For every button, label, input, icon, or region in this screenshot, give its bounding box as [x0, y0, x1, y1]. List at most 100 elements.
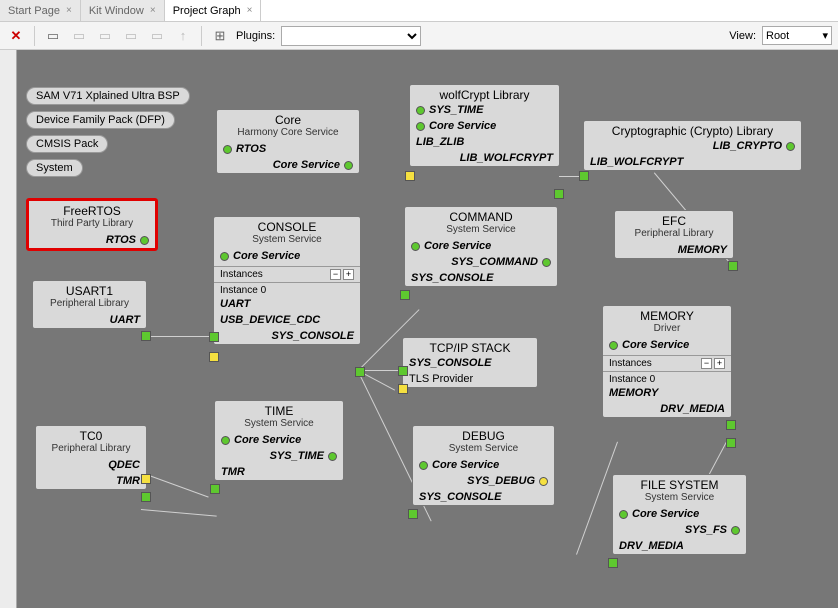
- toolbar-btn[interactable]: ⊞: [210, 26, 230, 46]
- node-tc0[interactable]: TC0 Peripheral Library QDEC TMR: [35, 425, 147, 490]
- port-square: [726, 420, 736, 430]
- node-time[interactable]: TIME System Service Core Service SYS_TIM…: [214, 400, 344, 481]
- port-label: DRV_MEDIA: [619, 540, 684, 552]
- port-label: TLS Provider: [409, 373, 473, 385]
- plugins-select[interactable]: [281, 26, 421, 46]
- chevron-down-icon: ▾: [822, 29, 828, 42]
- node-title: MEMORY: [603, 306, 731, 323]
- tab-bar: Start Page × Kit Window × Project Graph×: [0, 0, 838, 22]
- instance0-label: Instance 0: [220, 285, 266, 296]
- node-core[interactable]: Core Harmony Core Service RTOS Core Serv…: [216, 109, 360, 174]
- instances-label: Instances: [220, 269, 263, 280]
- port-label: LIB_CRYPTO: [713, 140, 782, 152]
- node-subtitle: Third Party Library: [29, 218, 155, 232]
- node-title: TCP/IP STACK: [403, 338, 537, 355]
- node-title: TC0: [36, 426, 146, 443]
- node-usart1[interactable]: USART1 Peripheral Library UART: [32, 280, 147, 329]
- port-dot: [609, 341, 618, 350]
- node-command[interactable]: COMMAND System Service Core Service SYS_…: [404, 206, 558, 287]
- node-subtitle: System Service: [613, 492, 746, 506]
- port-label: Core Service: [632, 508, 699, 520]
- port-label: SYS_CONSOLE: [411, 272, 494, 284]
- port-square: [408, 509, 418, 519]
- pill-cmsis[interactable]: CMSIS Pack: [26, 135, 108, 153]
- port-dot: [140, 236, 149, 245]
- node-title: Core: [217, 110, 359, 127]
- node-freertos[interactable]: FreeRTOS Third Party Library RTOS: [26, 198, 158, 251]
- node-debug[interactable]: DEBUG System Service Core Service SYS_DE…: [412, 425, 555, 506]
- tab-start-page[interactable]: Start Page ×: [0, 0, 81, 21]
- port-label: LIB_WOLFCRYPT: [460, 152, 553, 164]
- node-efc[interactable]: EFC Peripheral Library MEMORY: [614, 210, 734, 259]
- node-tcpip[interactable]: TCP/IP STACK SYS_CONSOLE TLS Provider: [402, 337, 538, 388]
- delete-icon[interactable]: ✕: [6, 26, 26, 46]
- port-label: UART: [220, 298, 250, 310]
- close-icon[interactable]: ×: [247, 5, 253, 16]
- minus-icon[interactable]: −: [330, 269, 341, 280]
- port-label: SYS_CONSOLE: [409, 357, 492, 369]
- port-dot: [416, 122, 425, 131]
- close-icon[interactable]: ×: [66, 5, 72, 16]
- node-title: EFC: [615, 211, 733, 228]
- view-label: View:: [729, 30, 756, 42]
- port-dot: [411, 242, 420, 251]
- pill-dfp[interactable]: Device Family Pack (DFP): [26, 111, 175, 129]
- port-label: Core Service: [424, 240, 491, 252]
- node-console[interactable]: CONSOLE System Service Core Service Inst…: [213, 216, 361, 345]
- graph-canvas[interactable]: SAM V71 Xplained Ultra BSP Device Family…: [0, 50, 838, 608]
- tab-kit-window[interactable]: Kit Window ×: [81, 0, 165, 21]
- node-title: wolfCrypt Library: [410, 85, 559, 102]
- port-dot: [221, 436, 230, 445]
- port-label: Core Service: [233, 250, 300, 262]
- port-dot: [223, 145, 232, 154]
- node-memory[interactable]: MEMORY Driver Core Service Instances−+ I…: [602, 305, 732, 418]
- port-label: SYS_TIME: [270, 450, 324, 462]
- port-square: [141, 492, 151, 502]
- tab-label: Kit Window: [89, 5, 144, 17]
- pill-system[interactable]: System: [26, 159, 83, 177]
- node-wolfcrypt[interactable]: wolfCrypt Library SYS_TIME Core Service …: [409, 84, 560, 167]
- node-subtitle: Harmony Core Service: [217, 127, 359, 141]
- port-label: Core Service: [622, 339, 689, 351]
- port-dot: [419, 461, 428, 470]
- toolbar-btn: ▭: [147, 26, 167, 46]
- port-label: LIB_WOLFCRYPT: [590, 156, 683, 168]
- tab-project-graph[interactable]: Project Graph×: [165, 0, 262, 21]
- node-title: DEBUG: [413, 426, 554, 443]
- port-label: SYS_CONSOLE: [271, 330, 354, 342]
- plus-icon[interactable]: +: [343, 269, 354, 280]
- node-subtitle: System Service: [215, 418, 343, 432]
- close-icon[interactable]: ×: [150, 5, 156, 16]
- pill-bsp[interactable]: SAM V71 Xplained Ultra BSP: [26, 87, 190, 105]
- port-label: Core Service: [432, 459, 499, 471]
- port-dot: [786, 142, 795, 151]
- node-title: CONSOLE: [214, 217, 360, 234]
- view-value: Root: [766, 30, 789, 42]
- port-label: MEMORY: [678, 244, 727, 256]
- port-square: [554, 189, 564, 199]
- port-label: UART: [110, 314, 140, 326]
- node-title: TIME: [215, 401, 343, 418]
- port-label: Core Service: [234, 434, 301, 446]
- plugins-label: Plugins:: [236, 30, 275, 42]
- instances-label: Instances: [609, 358, 652, 369]
- port-label: TMR: [221, 466, 245, 478]
- port-square: [400, 290, 410, 300]
- node-title: Cryptographic (Crypto) Library: [584, 121, 801, 138]
- node-subtitle: Peripheral Library: [36, 443, 146, 457]
- port-square: [728, 261, 738, 271]
- node-crypto[interactable]: Cryptographic (Crypto) Library LIB_CRYPT…: [583, 120, 802, 171]
- toolbar-btn[interactable]: ▭: [43, 26, 63, 46]
- plus-icon[interactable]: +: [714, 358, 725, 369]
- port-label: Core Service: [429, 120, 496, 132]
- node-subtitle: Driver: [603, 323, 731, 337]
- minus-icon[interactable]: −: [701, 358, 712, 369]
- node-filesystem[interactable]: FILE SYSTEM System Service Core Service …: [612, 474, 747, 555]
- port-label: DRV_MEDIA: [660, 403, 725, 415]
- view-select[interactable]: Root ▾: [762, 26, 832, 45]
- tab-label: Start Page: [8, 5, 60, 17]
- node-title: FreeRTOS: [29, 201, 155, 218]
- port-dot: [344, 161, 353, 170]
- node-title: FILE SYSTEM: [613, 475, 746, 492]
- port-square: [579, 171, 589, 181]
